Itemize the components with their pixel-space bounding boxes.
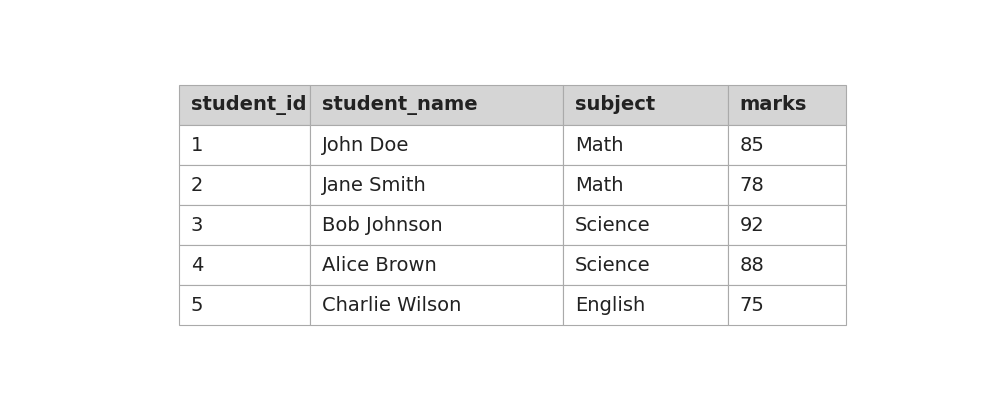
Bar: [179, 285, 310, 325]
Bar: [563, 245, 728, 285]
Bar: [179, 245, 310, 285]
Text: 5: 5: [191, 296, 203, 315]
Text: 3: 3: [191, 216, 203, 234]
Text: John Doe: John Doe: [322, 136, 409, 154]
Text: English: English: [575, 296, 645, 315]
Bar: [563, 85, 728, 125]
Bar: [728, 245, 846, 285]
Text: 1: 1: [191, 136, 203, 154]
Text: Science: Science: [575, 256, 650, 275]
Bar: [310, 165, 563, 205]
Bar: [179, 205, 310, 245]
Bar: [310, 125, 563, 165]
Text: 92: 92: [739, 216, 764, 234]
Bar: [563, 165, 728, 205]
Text: student_id: student_id: [191, 95, 306, 115]
Text: 75: 75: [739, 296, 764, 315]
Text: Alice Brown: Alice Brown: [322, 256, 436, 275]
Text: 78: 78: [739, 176, 764, 194]
Text: 4: 4: [191, 256, 203, 275]
Bar: [179, 165, 310, 205]
Text: Science: Science: [575, 216, 650, 234]
Text: Bob Johnson: Bob Johnson: [322, 216, 442, 234]
Bar: [179, 125, 310, 165]
Text: Math: Math: [575, 136, 623, 154]
Bar: [310, 205, 563, 245]
Text: marks: marks: [739, 96, 807, 114]
Bar: [563, 205, 728, 245]
Bar: [728, 205, 846, 245]
Bar: [728, 85, 846, 125]
Bar: [728, 125, 846, 165]
Bar: [728, 165, 846, 205]
Bar: [310, 85, 563, 125]
Text: Jane Smith: Jane Smith: [322, 176, 426, 194]
Bar: [310, 285, 563, 325]
Text: 2: 2: [191, 176, 203, 194]
Text: student_name: student_name: [322, 95, 477, 115]
Text: Charlie Wilson: Charlie Wilson: [322, 296, 461, 315]
Text: Math: Math: [575, 176, 623, 194]
Bar: [563, 125, 728, 165]
Text: 88: 88: [739, 256, 764, 275]
Text: 85: 85: [739, 136, 764, 154]
Text: subject: subject: [575, 96, 655, 114]
Bar: [310, 245, 563, 285]
Bar: [179, 85, 310, 125]
Bar: [728, 285, 846, 325]
Bar: [563, 285, 728, 325]
